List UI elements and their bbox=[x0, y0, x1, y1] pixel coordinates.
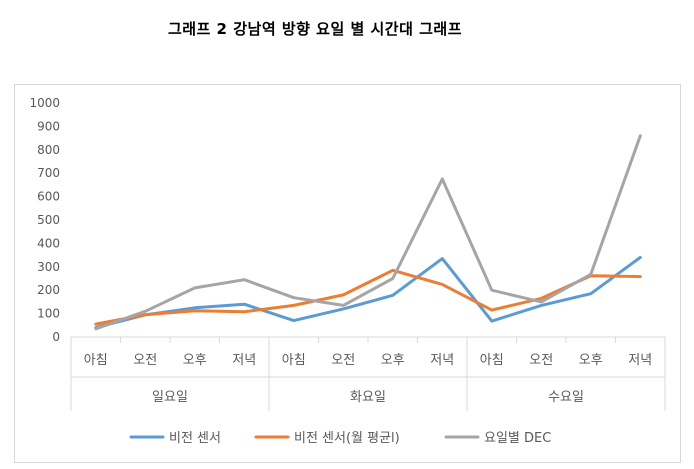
x-tick-label: 아침 bbox=[282, 353, 306, 368]
series-line-2 bbox=[94, 134, 642, 331]
y-tick-label: 400 bbox=[37, 236, 60, 250]
chart-area bbox=[14, 84, 681, 463]
x-tick-label: 오전 bbox=[331, 353, 355, 368]
chart-title: 그래프 2 강남역 방향 요일 별 시간대 그래프 bbox=[167, 20, 463, 38]
y-tick-label: 1000 bbox=[29, 96, 60, 110]
x-tick-label: 아침 bbox=[480, 353, 504, 368]
x-tick-label: 오후 bbox=[381, 353, 405, 368]
y-tick-label: 700 bbox=[37, 166, 60, 180]
y-tick-label: 500 bbox=[37, 213, 60, 227]
x-tick-label: 아침 bbox=[84, 353, 108, 368]
series-layer bbox=[94, 134, 642, 331]
y-axis: 0 100 200 300 400 500 600 700 800 900 1000 bbox=[29, 96, 60, 344]
series-line-1 bbox=[94, 268, 642, 326]
group-label: 수요일 bbox=[548, 390, 584, 405]
y-tick-label: 800 bbox=[37, 143, 60, 157]
x-tick-label: 저녁 bbox=[232, 353, 256, 368]
group-label: 일요일 bbox=[152, 390, 188, 405]
x-tick-label: 오후 bbox=[579, 353, 603, 368]
legend-label: 비전 센서 bbox=[169, 431, 221, 446]
legend-label: 요일별 DEC bbox=[484, 431, 551, 446]
y-tick-label: 600 bbox=[37, 190, 60, 204]
x-tick-label: 저녁 bbox=[628, 353, 652, 368]
y-tick-label: 900 bbox=[37, 119, 60, 133]
series-line-0 bbox=[94, 255, 642, 330]
group-label: 화요일 bbox=[350, 390, 386, 405]
y-tick-label: 0 bbox=[52, 330, 60, 344]
y-tick-label: 100 bbox=[37, 307, 60, 321]
x-tick-label: 저녁 bbox=[430, 353, 454, 368]
legend: 비전 센서 비전 센서(월 평균l) 요일별 DEC bbox=[129, 431, 551, 446]
legend-label: 비전 센서(월 평균l) bbox=[294, 431, 400, 446]
x-tick-label: 오후 bbox=[183, 353, 207, 368]
y-tick-label: 300 bbox=[37, 260, 60, 274]
y-tick-label: 200 bbox=[37, 283, 60, 297]
x-tick-label: 오전 bbox=[529, 353, 553, 368]
x-tick-label: 오전 bbox=[133, 353, 157, 368]
